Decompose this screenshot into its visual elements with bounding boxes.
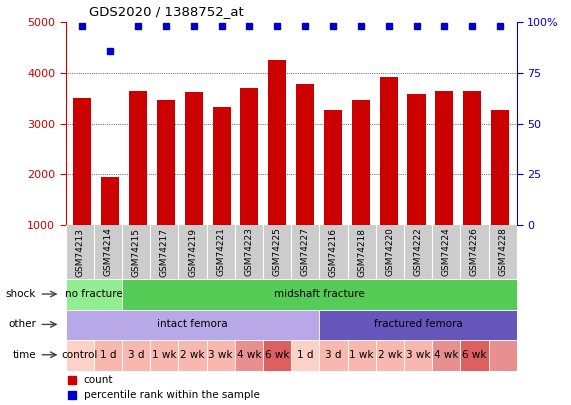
Text: time: time (13, 350, 36, 360)
Bar (122, 279, 517, 310)
Text: 1 d: 1 d (297, 350, 313, 360)
Text: other: other (8, 320, 36, 329)
Bar (435, 91, 453, 225)
Bar (66, 310, 319, 340)
Text: 2 wk: 2 wk (180, 350, 205, 360)
Text: 6 wk: 6 wk (265, 350, 289, 360)
Text: GSM74222: GSM74222 (413, 228, 423, 276)
Bar (491, 110, 509, 225)
Text: midshaft fracture: midshaft fracture (274, 289, 365, 299)
Bar (291, 340, 319, 371)
Text: GSM74216: GSM74216 (329, 228, 338, 277)
Text: GSM74213: GSM74213 (75, 228, 85, 277)
Bar (66, 279, 122, 310)
Text: percentile rank within the sample: percentile rank within the sample (84, 390, 260, 401)
Bar (352, 100, 370, 225)
Text: GSM74221: GSM74221 (216, 228, 225, 276)
Text: 1 wk: 1 wk (152, 350, 176, 360)
Text: control: control (62, 350, 98, 360)
Text: GSM74227: GSM74227 (301, 228, 310, 276)
Bar (404, 340, 432, 371)
Text: GSM74223: GSM74223 (244, 228, 254, 276)
Bar (207, 340, 235, 371)
Text: shock: shock (6, 289, 36, 299)
Bar (324, 110, 342, 225)
Bar (348, 340, 376, 371)
Bar (319, 310, 517, 340)
Bar (94, 340, 122, 371)
Text: intact femora: intact femora (157, 320, 228, 329)
Bar (296, 84, 314, 225)
Text: GSM74220: GSM74220 (385, 228, 395, 276)
Text: GSM74228: GSM74228 (498, 228, 507, 276)
Bar (122, 340, 150, 371)
Text: GSM74225: GSM74225 (272, 228, 282, 276)
Bar (432, 340, 460, 371)
Bar (150, 340, 178, 371)
Text: GDS2020 / 1388752_at: GDS2020 / 1388752_at (89, 5, 243, 18)
Bar (376, 340, 404, 371)
Bar (380, 77, 398, 225)
Text: 3 d: 3 d (128, 350, 144, 360)
Text: 4 wk: 4 wk (236, 350, 261, 360)
Text: 3 wk: 3 wk (406, 350, 431, 360)
Text: GSM74215: GSM74215 (132, 228, 140, 277)
Text: fractured femora: fractured femora (373, 320, 463, 329)
Text: GSM74226: GSM74226 (470, 228, 479, 276)
Bar (489, 340, 517, 371)
Bar (235, 340, 263, 371)
Bar (184, 92, 203, 225)
Text: GSM74218: GSM74218 (357, 228, 366, 277)
Text: 1 wk: 1 wk (349, 350, 374, 360)
Bar (66, 340, 94, 371)
Text: GSM74217: GSM74217 (160, 228, 169, 277)
Text: 6 wk: 6 wk (462, 350, 486, 360)
Text: GSM74224: GSM74224 (442, 228, 451, 276)
Text: no fracture: no fracture (65, 289, 123, 299)
Bar (73, 98, 91, 225)
Bar (263, 340, 291, 371)
Bar (212, 107, 231, 225)
Bar (157, 100, 175, 225)
Text: 3 d: 3 d (325, 350, 342, 360)
Text: count: count (84, 375, 113, 385)
Bar (268, 60, 286, 225)
Text: 1 d: 1 d (100, 350, 116, 360)
Bar (460, 340, 489, 371)
Text: 3 wk: 3 wk (208, 350, 233, 360)
Bar (319, 340, 348, 371)
Text: 2 wk: 2 wk (377, 350, 402, 360)
Text: GSM74214: GSM74214 (103, 228, 112, 276)
Bar (129, 91, 147, 225)
Bar (178, 340, 207, 371)
Bar (463, 91, 481, 225)
Text: 4 wk: 4 wk (434, 350, 459, 360)
Bar (101, 177, 119, 225)
Text: GSM74219: GSM74219 (188, 228, 197, 277)
Bar (240, 88, 259, 225)
Bar (408, 94, 425, 225)
